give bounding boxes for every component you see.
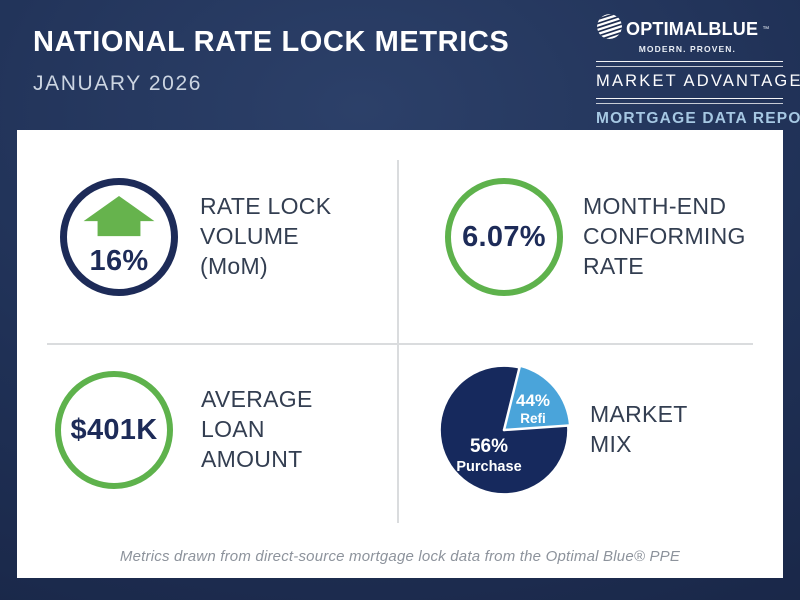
page-title: NATIONAL RATE LOCK METRICS — [33, 26, 510, 58]
metric-value: $401K — [70, 413, 158, 446]
pie-slice-refi — [504, 366, 569, 430]
divider-line — [596, 61, 783, 67]
conforming-rate-badge: 6.07% — [445, 178, 563, 296]
metric-label: RATE LOCK VOLUME (MoM) — [200, 193, 332, 279]
trademark-symbol: ™ — [762, 25, 770, 33]
metric-conforming-rate: 6.07% MONTH-END CONFORMING RATE — [397, 130, 783, 344]
brand-block: OPTIMALBLUE ™ MODERN. PROVEN. MARKET ADV… — [596, 0, 800, 128]
average-loan-badge: $401K — [55, 371, 173, 489]
metric-value: 6.07% — [462, 220, 546, 253]
globe-icon — [596, 13, 623, 45]
report-title: MORTGAGE DATA REPORT — [596, 110, 800, 127]
metrics-card: 16% RATE LOCK VOLUME (MoM) 6.07% MONTH-E… — [17, 130, 783, 578]
header: NATIONAL RATE LOCK METRICS JANUARY 2026 — [33, 26, 509, 96]
rate-lock-volume-badge: 16% — [60, 178, 178, 296]
market-mix-pie-chart: 44% Refi 56% Purchase — [437, 363, 571, 497]
vertical-divider — [397, 160, 399, 523]
program-title: MARKET ADVANTAGE — [596, 72, 800, 90]
metric-market-mix: 44% Refi 56% Purchase MARKET MIX — [397, 344, 783, 516]
brand-name: OPTIMALBLUE — [626, 18, 759, 39]
purchase-slice-label: 56% Purchase — [456, 436, 522, 475]
metric-label: MONTH-END CONFORMING RATE — [583, 193, 746, 279]
metric-value: 16% — [89, 245, 149, 277]
optimal-blue-logo: OPTIMALBLUE ™ — [596, 13, 783, 45]
report-month: JANUARY 2026 — [33, 72, 203, 95]
metric-rate-lock-volume: 16% RATE LOCK VOLUME (MoM) — [17, 130, 397, 344]
horizontal-divider — [47, 343, 753, 345]
up-arrow-icon — [83, 196, 155, 242]
metric-average-loan-amount: $401K AVERAGE LOAN AMOUNT — [17, 344, 397, 516]
divider-line — [596, 98, 783, 104]
brand-tagline: MODERN. PROVEN. — [638, 44, 736, 54]
source-footnote: Metrics drawn from direct-source mortgag… — [119, 548, 681, 565]
metric-label: AVERAGE LOAN AMOUNT — [201, 386, 313, 472]
metric-label: MARKET MIX — [590, 401, 688, 457]
refi-slice-label: 44% Refi — [515, 391, 551, 426]
